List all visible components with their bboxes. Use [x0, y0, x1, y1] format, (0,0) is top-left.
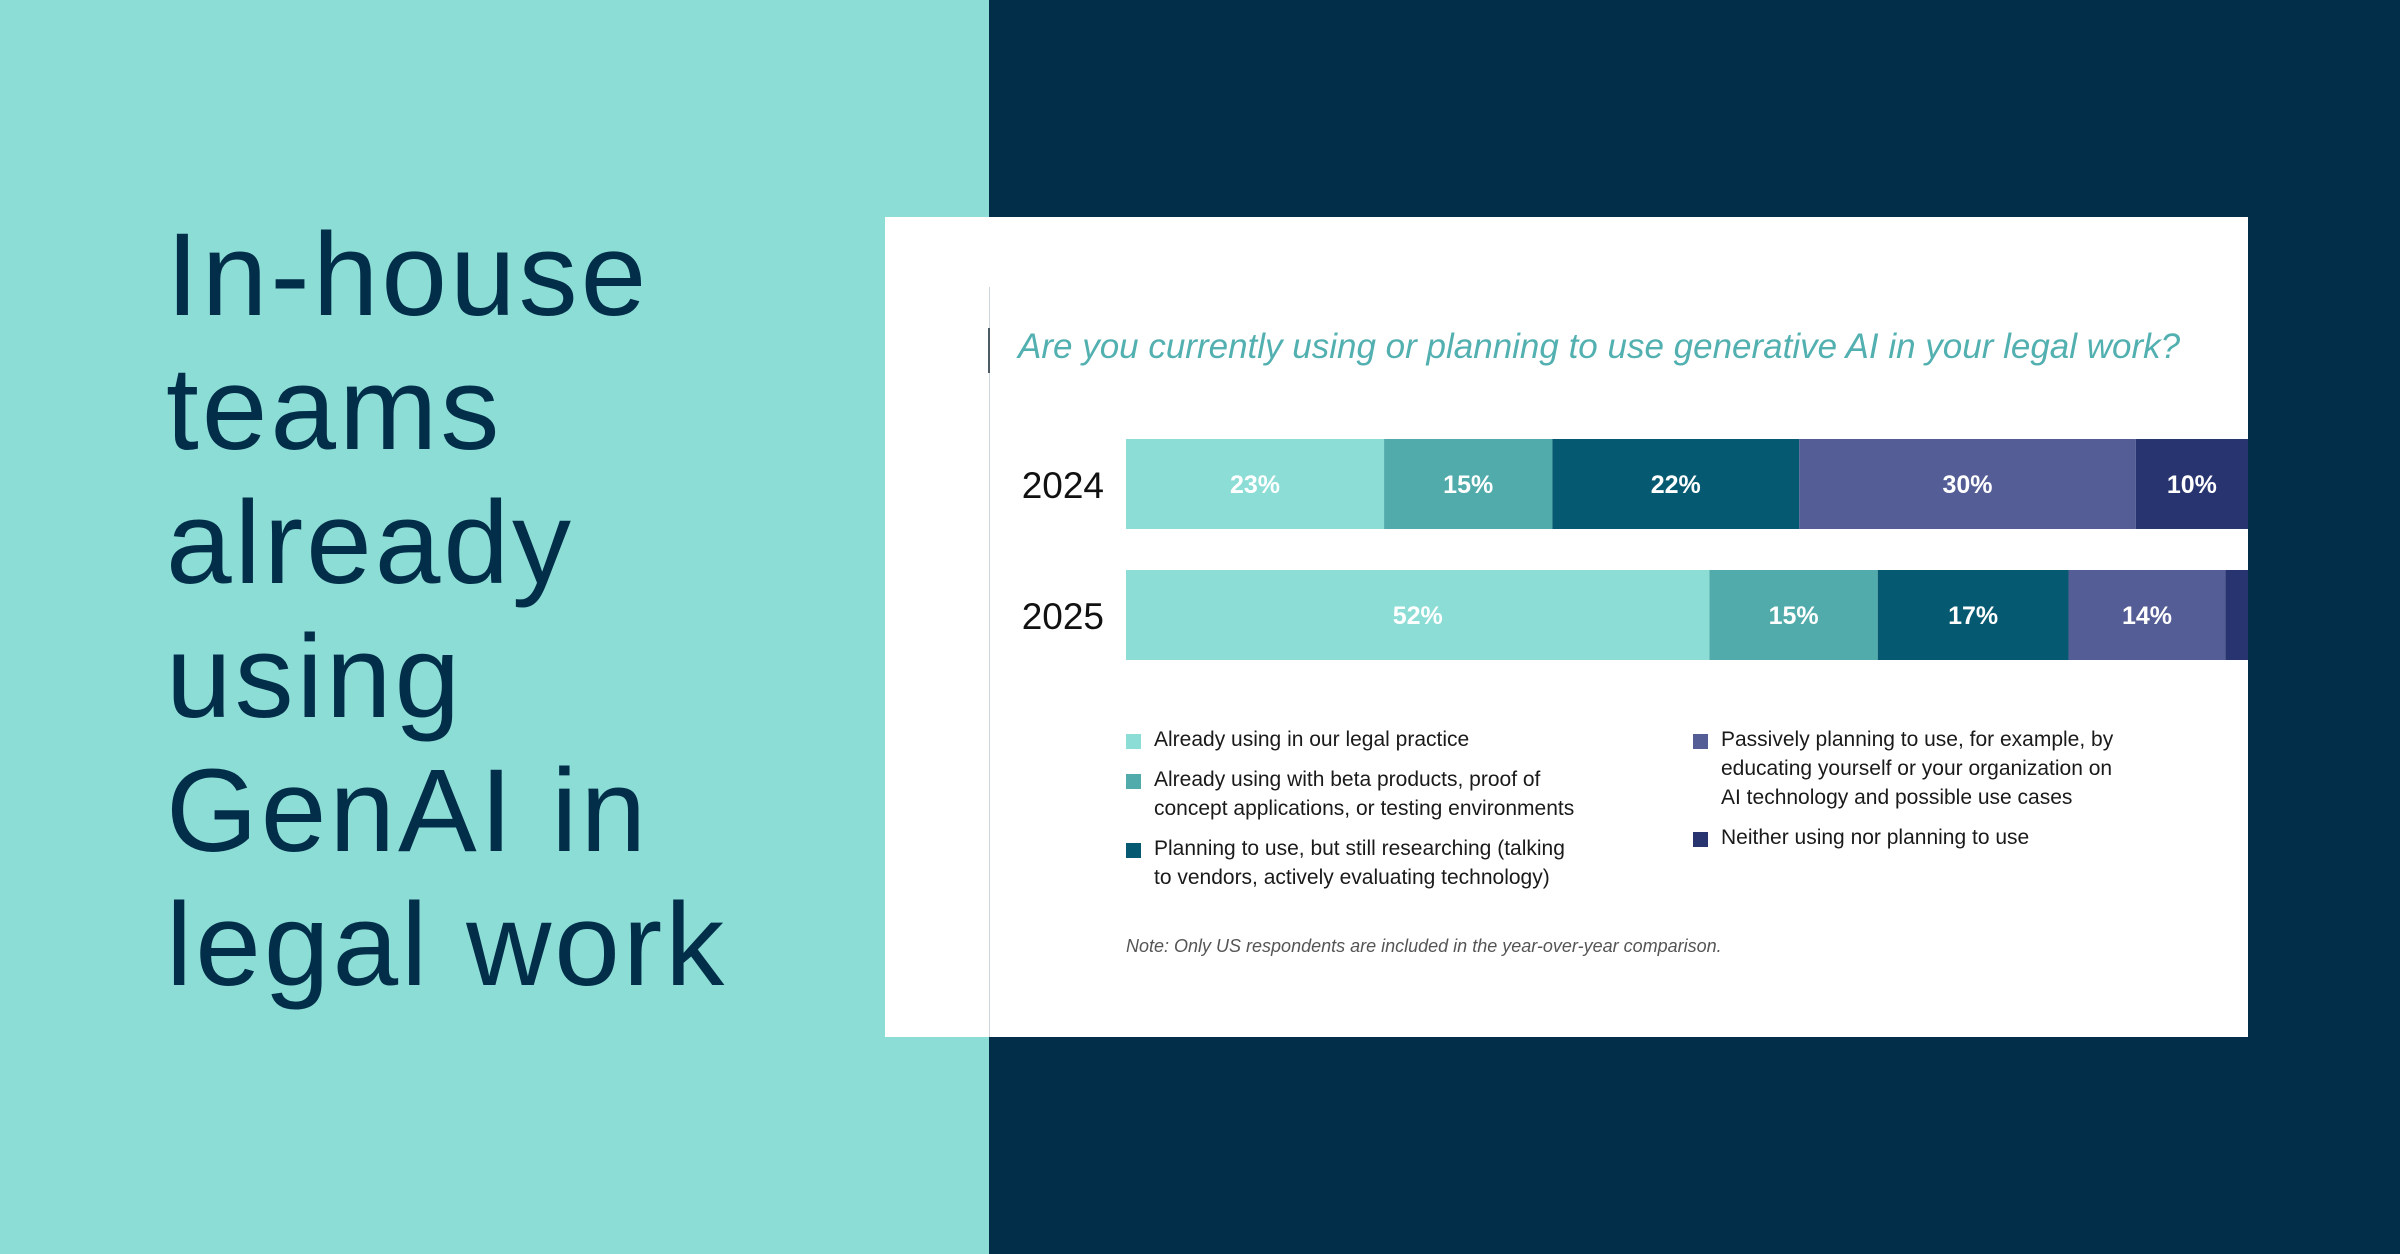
- bar-segment: [1552, 439, 1800, 529]
- year-label: 2025: [1022, 596, 1104, 637]
- headline-line: GenAI in: [166, 745, 650, 877]
- bar-segment: [2068, 570, 2226, 660]
- year-label: 2024: [1022, 465, 1104, 506]
- legend-swatch: [1126, 774, 1141, 789]
- data-label: 14%: [2122, 602, 2172, 630]
- legend-label: Planning to use, but still researching (…: [1154, 837, 1565, 889]
- headline-line: legal work: [166, 879, 728, 1011]
- data-label: 10%: [2167, 471, 2217, 499]
- legend-swatch: [1693, 832, 1708, 847]
- chart-card: Are you currently using or planning to u…: [885, 217, 2248, 1037]
- bar-segment: [1709, 570, 1878, 660]
- legend-item: Neither using nor planning to use: [1693, 823, 2029, 852]
- legend-label: Neither using nor planning to use: [1721, 826, 2030, 849]
- legend-swatch: [1693, 734, 1708, 749]
- bar-segment: [1384, 439, 1553, 529]
- legend-item: Planning to use, but still researching (…: [1126, 834, 1565, 892]
- legend-label: Already using with beta products, proof …: [1154, 768, 1575, 820]
- data-label: 52%: [1393, 602, 1443, 630]
- headline-line: using: [166, 611, 464, 743]
- bar-segment: [1877, 570, 2069, 660]
- legend-label: Already using in our legal practice: [1154, 728, 1470, 751]
- chart-question-title: Are you currently using or planning to u…: [1018, 327, 2181, 366]
- bar-segment: [1126, 570, 1710, 660]
- headline: In-house teams already using GenAI in le…: [166, 208, 816, 1012]
- data-label: 15%: [1769, 602, 1819, 630]
- data-label: 30%: [1942, 471, 1992, 499]
- data-label: 22%: [1651, 471, 1701, 499]
- headline-line: already: [166, 477, 575, 609]
- legend-item: Already using in our legal practice: [1126, 725, 1469, 754]
- legend-item: Passively planning to use, for example, …: [1693, 725, 2113, 812]
- legend-item: Already using with beta products, proof …: [1126, 765, 1574, 823]
- legend-swatch: [1126, 734, 1141, 749]
- headline-line: teams: [166, 343, 503, 475]
- legend-label: Passively planning to use, for example, …: [1721, 728, 2114, 809]
- headline-line: In-house: [166, 209, 650, 341]
- chart-note: Note: Only US respondents are included i…: [1126, 936, 1722, 956]
- bar-segment: [1799, 439, 2136, 529]
- data-label: 23%: [1230, 471, 1280, 499]
- bar-segment: [1126, 439, 1385, 529]
- bar-segment: [2135, 439, 2248, 529]
- data-label: 15%: [1443, 471, 1493, 499]
- question-accent-mark: [988, 328, 990, 373]
- bar-segment: [2225, 570, 2248, 660]
- data-label: 17%: [1948, 602, 1998, 630]
- legend-swatch: [1126, 843, 1141, 858]
- left-panel: [0, 0, 989, 1254]
- card-divider-line: [989, 287, 990, 1037]
